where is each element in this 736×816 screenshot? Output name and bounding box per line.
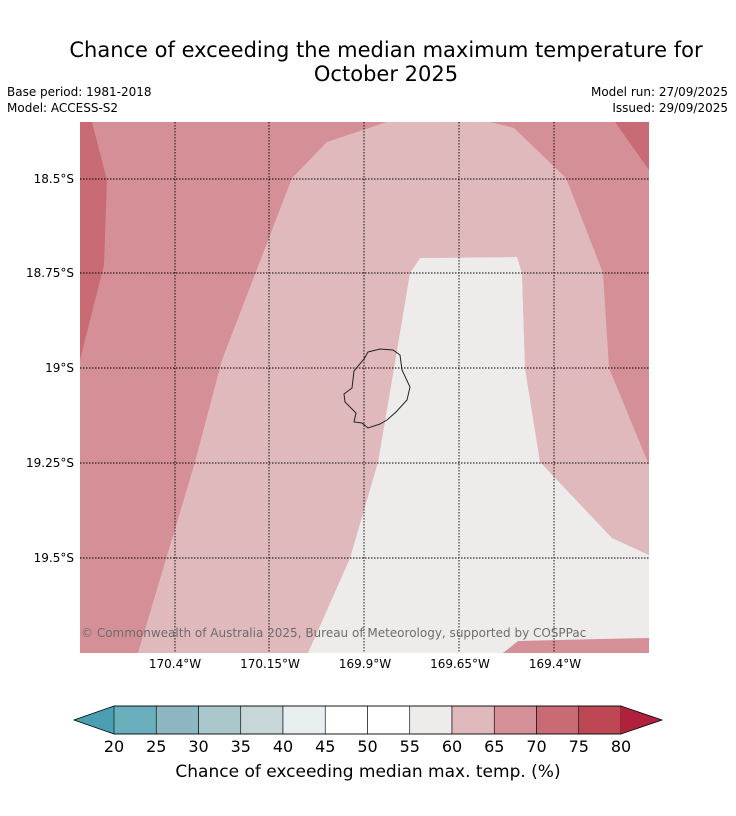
colorbar-cell — [409, 705, 453, 735]
colorbar-cell — [198, 705, 242, 735]
colorbar-cell — [536, 705, 580, 735]
colorbar-cell — [155, 705, 199, 735]
colorbar-cell — [367, 705, 411, 735]
lon-label-170-4: 170.4°W — [148, 657, 202, 671]
colorbar-outline — [72, 705, 664, 735]
region-60-65 — [138, 122, 649, 653]
colorbar-tick-label: 70 — [526, 737, 547, 756]
colorbar-cell — [240, 705, 284, 735]
colorbar-cell — [578, 705, 622, 735]
colorbar — [72, 705, 664, 735]
colorbar-cell — [282, 705, 326, 735]
lat-label-18-5: 18.5°S — [33, 172, 74, 186]
model-text: Model: ACCESS-S2 — [7, 101, 119, 115]
lat-label-19: 19°S — [45, 361, 74, 375]
title-line-2: October 2025 — [313, 62, 459, 86]
issued-text: Issued: 29/09/2025 — [612, 101, 728, 115]
colorbar-cell — [324, 705, 368, 735]
map-title: Chance of exceeding the median maximum t… — [0, 38, 736, 86]
region-70-75-west — [80, 122, 107, 360]
colorbar-tick-label: 20 — [103, 737, 125, 756]
colorbar-label: Chance of exceeding median max. temp. (%… — [175, 762, 561, 782]
colorbar-cell — [493, 705, 537, 735]
lon-label-169-65: 169.65°W — [430, 657, 490, 671]
colorbar-tick-label: 30 — [188, 737, 209, 756]
colorbar-tick-label: 55 — [399, 737, 420, 756]
map-gridlines — [80, 122, 649, 653]
map-plot-area — [80, 122, 649, 653]
lat-label-18-75: 18.75°S — [26, 266, 74, 280]
copyright-text: © Commonwealth of Australia 2025, Bureau… — [81, 626, 587, 640]
colorbar-tick-label: 25 — [146, 737, 167, 756]
niue-island-outline — [343, 348, 411, 429]
colorbar-tick-label: 60 — [441, 737, 463, 756]
base-period-text: Base period: 1981-2018 — [7, 85, 152, 99]
meta-left: Base period: 1981-2018 Model: ACCESS-S2 — [7, 84, 152, 116]
region-70-75-northeast — [615, 122, 649, 170]
colorbar-tick-label: 45 — [315, 737, 336, 756]
colorbar-tick-label: 80 — [610, 737, 632, 756]
colorbar-tick-label: 75 — [568, 737, 589, 756]
colorbar-under-arrow — [74, 706, 114, 734]
region-55-60 — [308, 257, 649, 653]
colorbar-cell — [451, 705, 495, 735]
colorbar-tick-label: 50 — [357, 737, 378, 756]
colorbar-over-arrow — [621, 706, 662, 734]
colorbar-tick-label: 65 — [484, 737, 505, 756]
colorbar-cell — [113, 705, 157, 735]
lon-label-169-9: 169.9°W — [338, 657, 392, 671]
colorbar-tick-label: 40 — [272, 737, 294, 756]
model-run-text: Model run: 27/09/2025 — [590, 85, 728, 99]
lat-label-19-5: 19.5°S — [33, 551, 74, 565]
colorbar-tick-label: 35 — [230, 737, 251, 756]
lon-label-170-15: 170.15°W — [240, 657, 300, 671]
lat-label-19-25: 19.25°S — [26, 456, 74, 470]
lon-label-169-4: 169.4°W — [528, 657, 582, 671]
title-line-1: Chance of exceeding the median maximum t… — [69, 38, 703, 62]
meta-right: Model run: 27/09/2025 Issued: 29/09/2025 — [591, 84, 728, 116]
